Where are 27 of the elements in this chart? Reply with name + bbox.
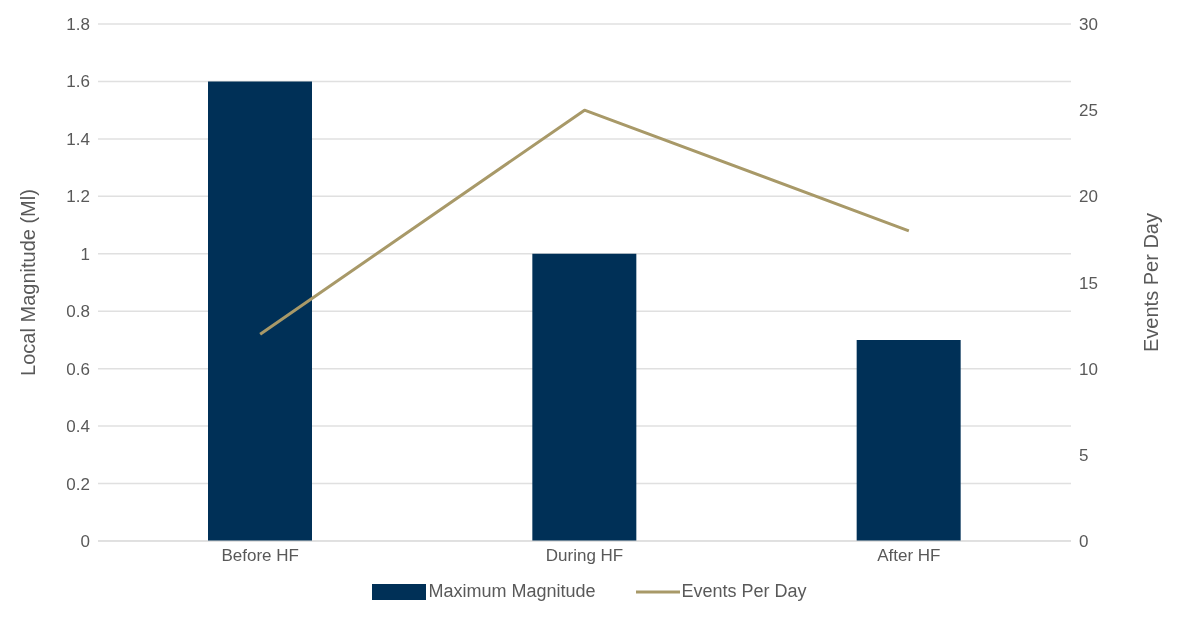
y2-tick-label: 15	[1079, 273, 1098, 293]
legend-label: Maximum Magnitude	[427, 581, 596, 602]
y-tick-label: 1.6	[66, 72, 90, 92]
bar	[532, 253, 637, 541]
y-tick-label: 1.4	[66, 129, 90, 149]
y2-tick-label: 25	[1079, 101, 1098, 121]
y2-tick-label: 0	[1079, 532, 1089, 552]
y-tick-label: 0.2	[66, 474, 90, 494]
y-tick-label: 0.6	[66, 359, 90, 379]
y-tick-label: 0.4	[66, 417, 90, 437]
y-tick-label: 1.2	[66, 187, 90, 207]
bar	[208, 81, 312, 541]
bar	[856, 339, 961, 541]
legend-label: Events Per Day	[680, 581, 807, 602]
y-tick-label: 1	[80, 244, 90, 264]
y-tick-label: 1.8	[66, 15, 90, 35]
y2-axis-title: Events Per Day	[1140, 213, 1163, 352]
y-axis-title: Local Magnitude (Ml)	[17, 189, 40, 376]
x-tick-label: Before HF	[221, 546, 299, 566]
y2-tick-label: 5	[1079, 445, 1089, 465]
x-tick-label: After HF	[877, 546, 941, 566]
y-tick-label: 0.8	[66, 302, 90, 322]
y2-tick-label: 30	[1079, 15, 1098, 35]
x-tick-label: During HF	[545, 546, 624, 566]
y-tick-label: 0	[80, 532, 90, 552]
y2-tick-label: 20	[1079, 187, 1098, 207]
y2-tick-label: 10	[1079, 359, 1098, 379]
